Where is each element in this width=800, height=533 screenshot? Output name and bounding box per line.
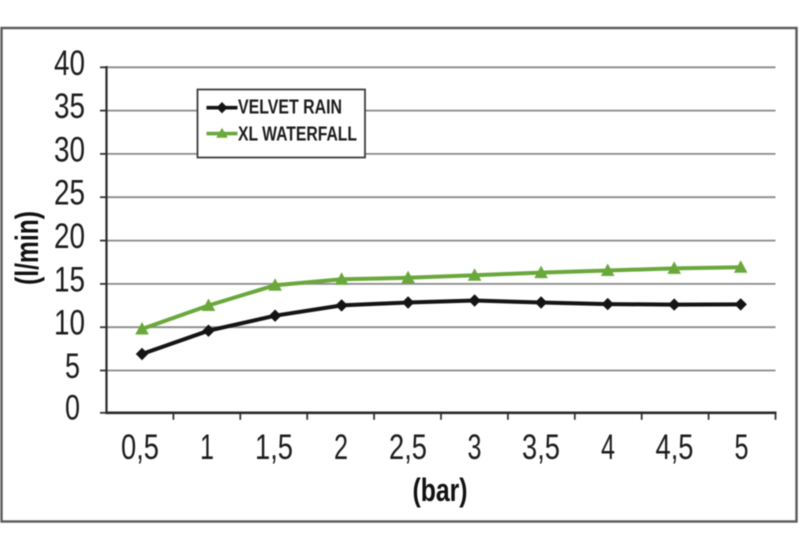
svg-text:VELVET RAIN: VELVET RAIN: [238, 96, 342, 118]
svg-text:30: 30: [54, 130, 85, 169]
svg-text:20: 20: [54, 217, 85, 256]
svg-text:5: 5: [65, 347, 80, 386]
svg-text:40: 40: [54, 44, 85, 83]
svg-text:5: 5: [735, 428, 749, 467]
svg-text:(l/min): (l/min): [9, 211, 45, 285]
svg-text:1: 1: [200, 428, 214, 467]
svg-text:10: 10: [54, 304, 85, 343]
svg-text:0: 0: [65, 389, 80, 428]
svg-text:3: 3: [468, 428, 482, 467]
svg-text:XL WATERFALL: XL WATERFALL: [238, 123, 357, 145]
svg-text:15: 15: [54, 260, 85, 299]
svg-text:35: 35: [54, 87, 85, 126]
svg-text:4: 4: [601, 428, 615, 467]
svg-text:2: 2: [334, 428, 348, 467]
svg-text:25: 25: [54, 174, 85, 213]
svg-text:4,5: 4,5: [656, 428, 694, 467]
svg-text:3,5: 3,5: [522, 428, 560, 467]
svg-text:2,5: 2,5: [389, 428, 427, 467]
svg-text:(bar): (bar): [413, 472, 468, 508]
svg-text:1,5: 1,5: [255, 428, 293, 467]
svg-text:0,5: 0,5: [121, 428, 159, 467]
